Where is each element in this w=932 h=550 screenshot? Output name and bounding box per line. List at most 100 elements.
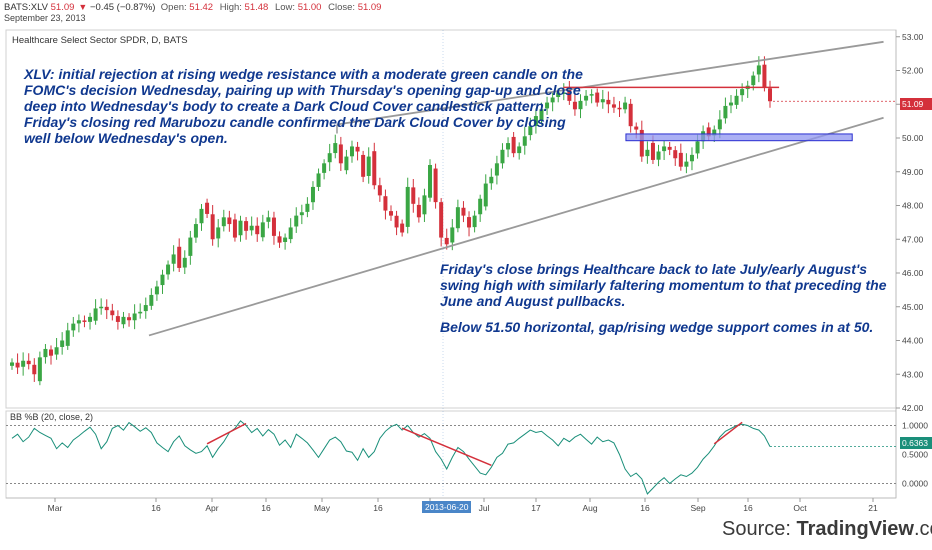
candle-body: [283, 237, 288, 243]
price-tick-label: 44.00: [902, 336, 924, 346]
candle-body: [751, 75, 756, 86]
candle-body: [205, 202, 210, 214]
candle-body: [450, 227, 455, 243]
candle-body: [561, 92, 566, 94]
candle-body: [344, 156, 349, 171]
candle-body: [260, 222, 265, 238]
candle-body: [244, 221, 249, 231]
candle-body: [121, 316, 126, 325]
price-tick-label: 43.00: [902, 369, 924, 379]
candle-body: [762, 64, 767, 88]
momentum-divergence-line: [401, 427, 492, 466]
header-date: September 23, 2013: [4, 13, 86, 23]
candle-body: [511, 136, 516, 154]
price-tick-label: 42.00: [902, 403, 924, 413]
candle-body: [494, 163, 499, 176]
candle-body: [428, 165, 433, 198]
candle-body: [49, 349, 54, 356]
bb-pane-title: BB %B (20, close, 2): [10, 412, 94, 422]
candle-body: [361, 154, 366, 177]
candle-body: [695, 141, 700, 154]
candle-body: [606, 99, 611, 105]
momentum-divergence-line: [713, 421, 743, 445]
candle-body: [611, 104, 616, 108]
candle-body: [728, 102, 733, 106]
candle-body: [160, 274, 165, 286]
candle-body: [372, 151, 377, 186]
candle-body: [444, 237, 449, 245]
candle-body: [768, 88, 772, 102]
high-value: 51.48: [244, 2, 269, 13]
candle-body: [522, 136, 527, 146]
candle-body: [489, 176, 494, 184]
bb-tick-label: 0.0000: [902, 479, 928, 489]
bb-pane-frame: [5, 410, 897, 499]
candle-body: [656, 151, 661, 160]
bb-percent-line: [11, 420, 771, 495]
time-tick-label: Aug: [582, 503, 597, 513]
annotation-support: Below 51.50 horizontal, gap/rising wedge…: [440, 319, 874, 335]
last-price-label: 51.09: [900, 98, 932, 110]
time-tick-label: 16: [373, 503, 383, 513]
candle-body: [93, 308, 98, 321]
candle-body: [294, 215, 299, 227]
bb-tick-label: 0.5000: [902, 450, 928, 460]
candle-body: [383, 196, 388, 211]
annotation-swing-high: Friday's close brings Healthcare back to…: [440, 261, 887, 309]
candle-body: [255, 225, 260, 235]
candle-body: [227, 217, 232, 225]
candle-body: [232, 219, 237, 238]
candle-body: [271, 217, 276, 236]
open-value: 51.42: [189, 2, 214, 13]
candle-body: [221, 217, 226, 227]
candle-body: [550, 97, 555, 103]
candle-body: [673, 150, 678, 159]
candle-body: [238, 220, 243, 236]
price-tick-label: 52.00: [902, 66, 924, 76]
candle-body: [299, 212, 304, 216]
candle-body: [617, 107, 622, 110]
candle-body: [623, 102, 628, 110]
candle-body: [478, 198, 483, 215]
time-tick-label: 16: [640, 503, 650, 513]
candle-body: [528, 126, 533, 136]
candle-body: [628, 103, 633, 127]
source-brand[interactable]: TradingView: [796, 518, 914, 540]
candle-body: [288, 227, 293, 240]
candle-body: [545, 102, 550, 109]
candle-body: [71, 323, 76, 331]
time-tick-label: Sep: [690, 503, 705, 513]
candle-body: [567, 89, 572, 101]
candle-body: [143, 305, 148, 312]
candle-body: [322, 163, 327, 173]
candle-body: [32, 364, 37, 375]
symbol-header: BATS:XLV 51.09 ▼ −0.45 (−0.87%) Open: 51.…: [4, 2, 385, 13]
candle-body: [355, 146, 360, 152]
price-tick-label: 49.00: [902, 167, 924, 177]
candle-body: [411, 187, 416, 204]
candle-body: [21, 360, 26, 367]
candle-body: [589, 94, 594, 96]
candle-body: [394, 215, 399, 228]
candle-body: [706, 127, 711, 137]
candle-body: [305, 203, 310, 212]
candle-body: [15, 362, 20, 368]
source-suffix: .com: [913, 518, 932, 540]
candle-body: [338, 144, 343, 164]
candle-body: [60, 340, 65, 347]
candle-body: [439, 202, 444, 238]
time-tick-label: 16: [743, 503, 753, 513]
candle-body: [193, 224, 198, 238]
candle-body: [517, 146, 522, 154]
candle-body: [76, 320, 81, 324]
candle-body: [316, 173, 321, 187]
candle-body: [366, 156, 371, 176]
candle-body: [684, 161, 689, 167]
close-value: 51.09: [357, 2, 382, 13]
candle-body: [177, 246, 182, 268]
time-tick-label: Apr: [205, 503, 218, 513]
candle-body: [689, 154, 694, 162]
candle-body: [88, 316, 93, 322]
candle-body: [740, 89, 745, 96]
